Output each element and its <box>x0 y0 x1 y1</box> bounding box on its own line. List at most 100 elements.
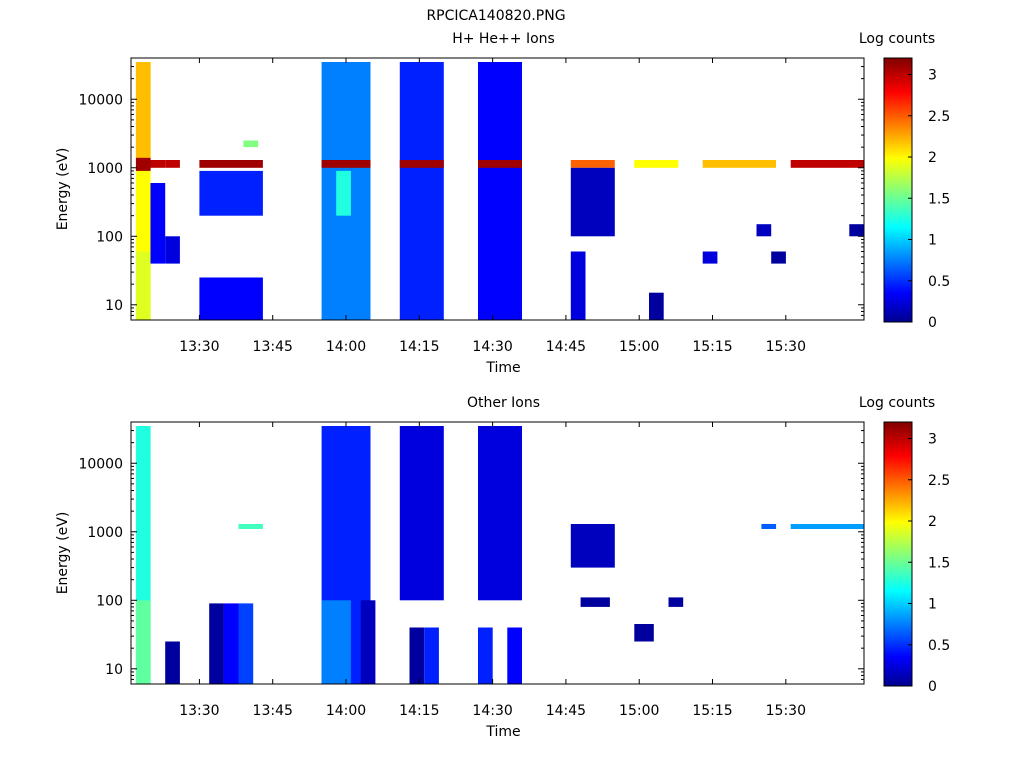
colorbar-tick-label: 3 <box>928 68 937 84</box>
x-tick-label: 15:15 <box>692 703 732 719</box>
heatmap-cell <box>570 167 615 237</box>
x-tick-label: 14:30 <box>472 339 512 355</box>
y-tick-label: 10 <box>105 298 123 314</box>
x-tick-label: 14:00 <box>326 703 366 719</box>
heatmap-cell <box>360 600 376 684</box>
colorbar-tick-label: 2.5 <box>928 473 950 489</box>
colorbar-tick-label: 2 <box>928 514 937 530</box>
heatmap-cell <box>649 292 664 320</box>
x-tick-label: 14:45 <box>546 703 586 719</box>
heatmap-cell <box>321 600 351 684</box>
heatmap-cell <box>150 160 166 168</box>
heatmap-cell <box>238 603 254 684</box>
colorbar-tick-label: 2 <box>928 150 937 166</box>
heatmap-cell <box>634 160 679 168</box>
heatmap-cell <box>790 524 864 529</box>
x-tick-label: 15:00 <box>619 339 659 355</box>
colorbar-gradient <box>883 421 913 687</box>
heatmap-cell <box>135 62 151 158</box>
heatmap-cell <box>668 597 684 607</box>
heatmap-cell <box>135 600 151 684</box>
y-tick-label: 1000 <box>87 525 123 541</box>
x-tick-label: 13:45 <box>253 703 293 719</box>
heatmap-cell <box>135 251 151 320</box>
y-tick-label: 10000 <box>78 92 123 108</box>
heatmap-cell <box>507 627 522 684</box>
plot-frame <box>130 57 865 321</box>
x-tick-label: 15:30 <box>766 339 806 355</box>
heatmap-cell <box>702 251 718 264</box>
heatmap-cell <box>243 140 259 148</box>
heatmap-cell <box>570 524 615 568</box>
colorbar-tick-label: 1.5 <box>928 555 950 571</box>
heatmap-cell <box>570 160 615 168</box>
heatmap-cell <box>321 160 371 168</box>
heatmap-cell <box>761 524 777 529</box>
heatmap-cell <box>634 624 654 642</box>
panel-2: 13:30 13:45 14:00 14:15 14:30 14:45 15:00 15:15… <box>55 395 950 740</box>
heatmap-cell <box>399 62 444 320</box>
heatmap-cell <box>209 603 224 684</box>
plot-frame <box>130 421 865 685</box>
x-tick-label: 14:15 <box>399 703 439 719</box>
heatmap-cell <box>790 160 864 168</box>
heatmap-cell <box>199 160 263 168</box>
heatmap-cell <box>199 170 263 216</box>
x-tick-label: 14:45 <box>546 339 586 355</box>
colorbar-tick-label: 1.5 <box>928 191 950 207</box>
heatmap-cell <box>409 627 425 684</box>
x-tick-label: 13:45 <box>253 339 293 355</box>
heatmap-cell <box>580 597 610 607</box>
colorbar-tick-label: 0 <box>928 679 937 695</box>
colorbar-tick-label: 3 <box>928 432 937 448</box>
y-tick-label: 1000 <box>87 161 123 177</box>
heatmap-cell <box>223 603 239 684</box>
colorbar-label: Log counts <box>859 31 935 47</box>
heatmap-cell <box>135 157 151 171</box>
y-tick-label: 10 <box>105 662 123 678</box>
heatmap-cell <box>165 236 180 264</box>
y-axis-label: Energy (eV) <box>55 512 71 595</box>
y-tick-label: 100 <box>96 593 123 609</box>
y-tick-label: 10000 <box>78 456 123 472</box>
colorbar: Log counts 0 0.5 1 1.5 2 2.5 3 <box>859 31 950 331</box>
colorbar-gradient <box>883 57 913 323</box>
heatmap-cell <box>424 627 439 684</box>
panel-title: H+ He++ Ions <box>452 31 555 47</box>
panel-1: 13:30 13:45 14:00 14:15 14:30 14:45 15:00 15:15… <box>55 31 950 376</box>
heatmap-cells <box>135 426 864 684</box>
x-tick-label: 14:30 <box>472 703 512 719</box>
y-axis-label: Energy (eV) <box>55 148 71 231</box>
x-tick-label: 15:30 <box>766 703 806 719</box>
colorbar-tick-label: 2.5 <box>928 109 950 125</box>
heatmap-cell <box>399 160 444 168</box>
heatmap-cell <box>702 160 776 168</box>
heatmap-cell <box>478 62 522 320</box>
panel-title: Other Ions <box>467 395 540 411</box>
heatmap-cell <box>238 524 263 529</box>
colorbar-label: Log counts <box>859 395 935 411</box>
heatmap-cell <box>478 426 522 601</box>
heatmap-cell <box>849 224 864 237</box>
x-tick-label: 13:30 <box>179 703 219 719</box>
heatmap-cell <box>165 641 180 684</box>
heatmap-cell <box>478 160 522 168</box>
colorbar: Log counts 0 0.5 1 1.5 2 2.5 3 <box>859 395 950 695</box>
heatmap-cell <box>150 183 166 264</box>
x-tick-label: 14:15 <box>399 339 439 355</box>
panels: 13:30 13:45 14:00 14:15 14:30 14:45 15:00 15:15… <box>55 31 950 740</box>
x-tick-label: 13:30 <box>179 339 219 355</box>
colorbar-tick-label: 0.5 <box>928 638 950 654</box>
heatmap-cells <box>135 62 864 320</box>
heatmap-cell <box>570 251 586 320</box>
colorbar-tick-label: 0.5 <box>928 274 950 290</box>
heatmap-cell <box>399 426 444 601</box>
y-tick-label: 100 <box>96 229 123 245</box>
heatmap-cell <box>771 251 786 264</box>
x-axis-label: Time <box>485 360 520 376</box>
figure-title: RPCICA140820.PNG <box>426 8 565 24</box>
x-axis-label: Time <box>485 724 520 740</box>
colorbar-tick-label: 0 <box>928 315 937 331</box>
heatmap-cell <box>478 627 493 684</box>
